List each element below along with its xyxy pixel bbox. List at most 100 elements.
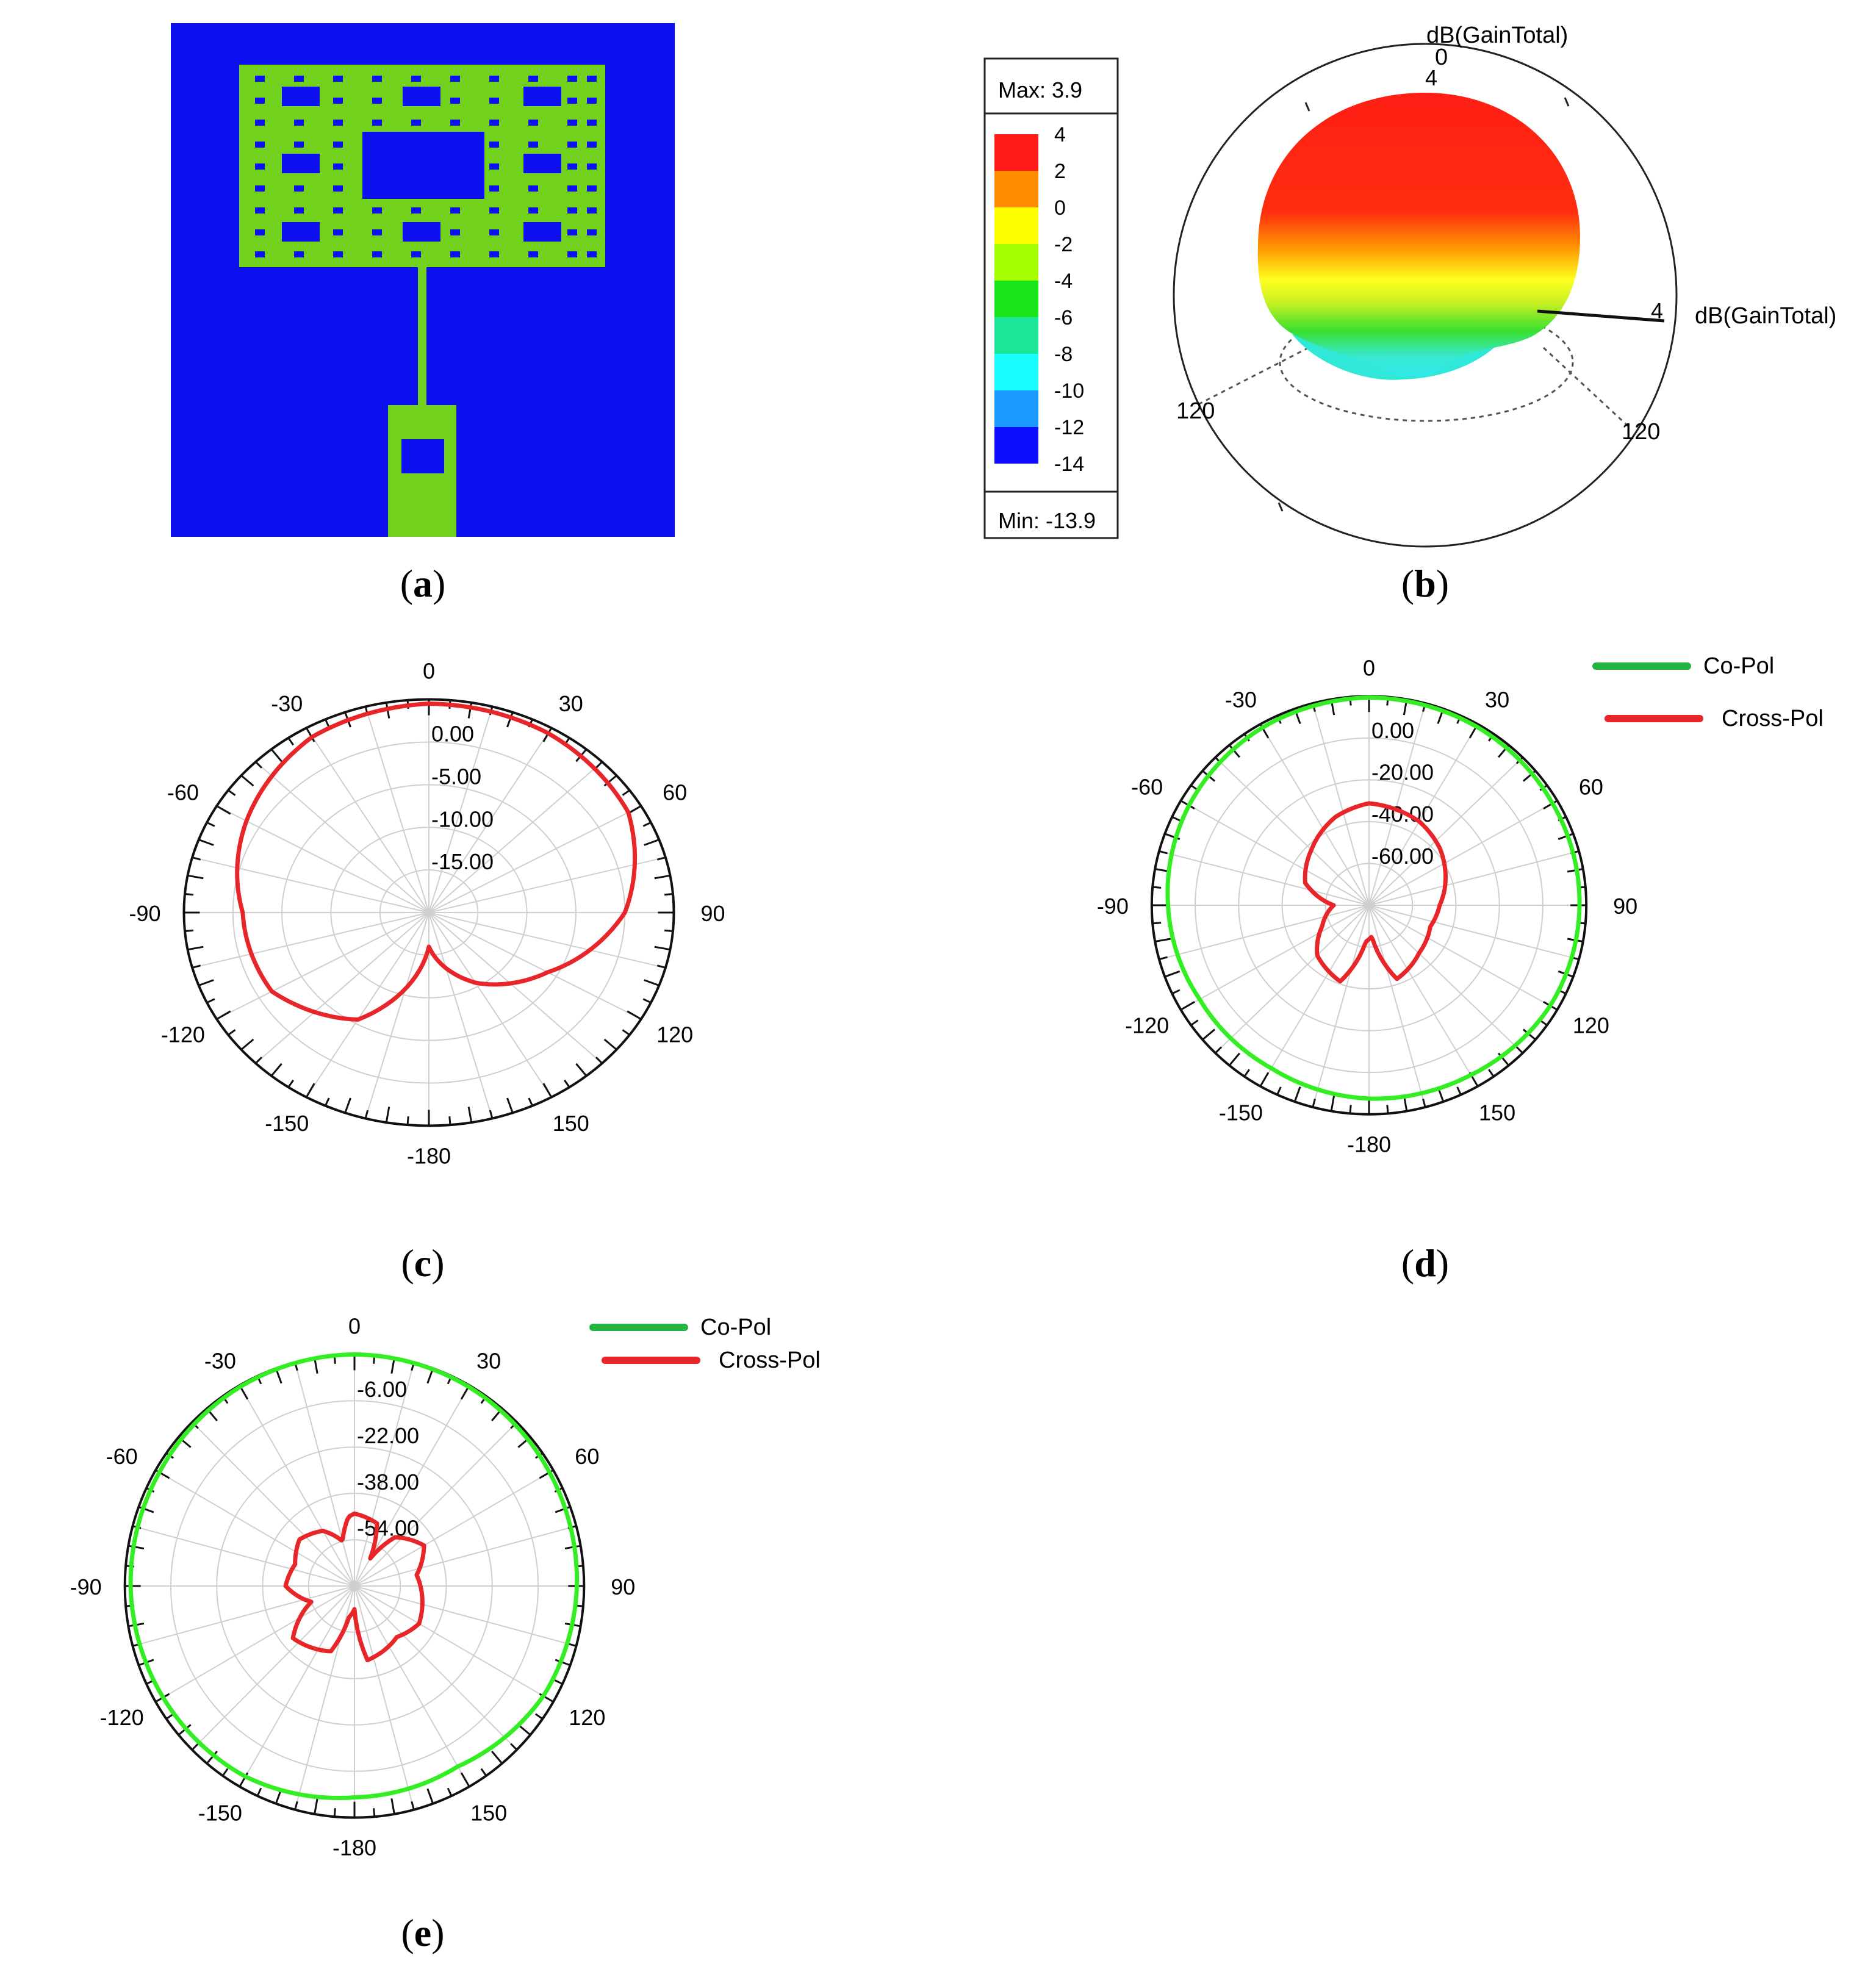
colorbar-swatches bbox=[994, 134, 1038, 464]
small-slot bbox=[450, 207, 460, 214]
polar-tick bbox=[564, 1079, 570, 1088]
grid-spoke bbox=[306, 912, 429, 1098]
colorbar-swatch bbox=[994, 317, 1038, 354]
small-slot bbox=[255, 185, 265, 192]
grid-spoke bbox=[132, 1585, 355, 1647]
small-slot bbox=[333, 185, 343, 192]
radial-tick-label: -6.00 bbox=[357, 1377, 407, 1402]
polar-tick bbox=[460, 1772, 470, 1787]
small-slot bbox=[411, 76, 421, 82]
small-slot bbox=[294, 185, 304, 192]
polar-tick bbox=[256, 1787, 262, 1796]
pattern-frame-ticks bbox=[1278, 97, 1570, 512]
grid-spoke bbox=[192, 912, 429, 969]
grid-spoke bbox=[1368, 905, 1558, 1011]
angle-tick-label: -120 bbox=[100, 1705, 144, 1730]
angle-tick-label: 60 bbox=[663, 780, 687, 805]
colorbar-swatch bbox=[994, 390, 1038, 427]
colorbar-level-label: -12 bbox=[1054, 416, 1084, 439]
polar-tick bbox=[314, 1798, 318, 1815]
polar-tick bbox=[228, 789, 236, 796]
grid-spoke bbox=[1181, 800, 1370, 906]
grid-spoke bbox=[1159, 905, 1370, 960]
small-slot bbox=[587, 163, 597, 170]
polar-tick bbox=[184, 893, 194, 896]
polar-tick bbox=[411, 1801, 415, 1810]
polar-tick bbox=[240, 775, 254, 787]
angle-tick-label: -120 bbox=[1125, 1013, 1169, 1038]
polar-tick bbox=[1312, 1099, 1316, 1108]
small-slot bbox=[587, 185, 597, 192]
polar-tick bbox=[627, 1010, 642, 1021]
polar-tick bbox=[1543, 800, 1558, 809]
colorbar-level-label: -8 bbox=[1054, 343, 1073, 366]
radial-tick-label: -38.00 bbox=[357, 1469, 419, 1495]
grid-spoke bbox=[354, 1469, 554, 1587]
small-slot bbox=[567, 76, 577, 82]
polar-tick bbox=[221, 1768, 229, 1776]
polar-tick bbox=[644, 839, 659, 846]
grid-spoke bbox=[1368, 723, 1478, 906]
polar-tick bbox=[1159, 850, 1168, 855]
grid-spoke bbox=[1368, 905, 1580, 960]
grid-spoke bbox=[216, 912, 429, 1020]
legend-label: Cross-Pol bbox=[719, 1347, 821, 1373]
small-slot bbox=[450, 251, 460, 257]
small-slot bbox=[489, 142, 499, 148]
grid-spoke bbox=[1215, 756, 1370, 906]
radial-tick-label: -22.00 bbox=[357, 1423, 419, 1448]
polar-tick bbox=[595, 761, 603, 769]
grid-spoke bbox=[428, 912, 666, 969]
axis-line-right bbox=[1537, 309, 1665, 323]
axis-title-right: dB(GainTotal) bbox=[1695, 303, 1836, 329]
polar-tick bbox=[1152, 886, 1162, 889]
polar-tick bbox=[1515, 1046, 1523, 1054]
grid-spoke bbox=[1368, 905, 1478, 1087]
feed-line bbox=[418, 267, 426, 406]
grid-spoke bbox=[354, 1585, 554, 1703]
feed-port-slot bbox=[401, 439, 444, 473]
polar-tick bbox=[1202, 1028, 1216, 1041]
polar-tick bbox=[1164, 970, 1181, 978]
polar-tick bbox=[192, 964, 201, 969]
colorbar-level-label: 4 bbox=[1054, 123, 1066, 146]
grid-spoke bbox=[1312, 905, 1370, 1108]
grid-spoke bbox=[428, 856, 666, 913]
polar-tick bbox=[187, 874, 204, 880]
radial-tick-label: -5.00 bbox=[431, 764, 481, 789]
dashed-axis-right bbox=[1542, 346, 1629, 427]
small-slot bbox=[489, 251, 499, 257]
grid-spoke bbox=[1260, 905, 1370, 1087]
angle-tick-label: -30 bbox=[271, 691, 303, 716]
axis-label-right-value: 4 bbox=[1651, 298, 1663, 323]
grid-spoke bbox=[428, 912, 642, 1020]
caption-a: (a) bbox=[400, 562, 446, 605]
series-trace bbox=[128, 1352, 580, 1800]
polar-tick bbox=[656, 964, 666, 969]
polar-tick bbox=[255, 761, 263, 769]
legend-e: Co-Pol Cross-Pol bbox=[589, 1315, 821, 1373]
grid-spoke bbox=[428, 727, 552, 913]
small-slot bbox=[255, 207, 265, 214]
angle-tick-label: -150 bbox=[1219, 1100, 1263, 1125]
small-slot bbox=[567, 163, 577, 170]
polar-tick bbox=[664, 893, 674, 896]
small-slot bbox=[567, 142, 577, 148]
polar-tick bbox=[270, 748, 282, 763]
angle-tick-label: -180 bbox=[407, 1143, 451, 1168]
small-slot bbox=[528, 251, 538, 257]
polar-tick bbox=[324, 719, 330, 728]
polar-tick bbox=[555, 1505, 571, 1513]
angle-tick-label: 120 bbox=[656, 1022, 693, 1047]
angle-label-right: 120 bbox=[1622, 419, 1660, 445]
polar-tick bbox=[654, 874, 670, 880]
dashed-axis-left bbox=[1194, 346, 1309, 407]
polar-tick bbox=[240, 1038, 254, 1050]
angle-tick-label: -90 bbox=[129, 901, 160, 926]
angle-tick-label: -120 bbox=[161, 1022, 205, 1047]
polar-tick bbox=[206, 998, 215, 1004]
angle-tick-label: -30 bbox=[204, 1349, 236, 1374]
small-slot bbox=[450, 120, 460, 126]
colorbar-swatch bbox=[994, 427, 1038, 464]
